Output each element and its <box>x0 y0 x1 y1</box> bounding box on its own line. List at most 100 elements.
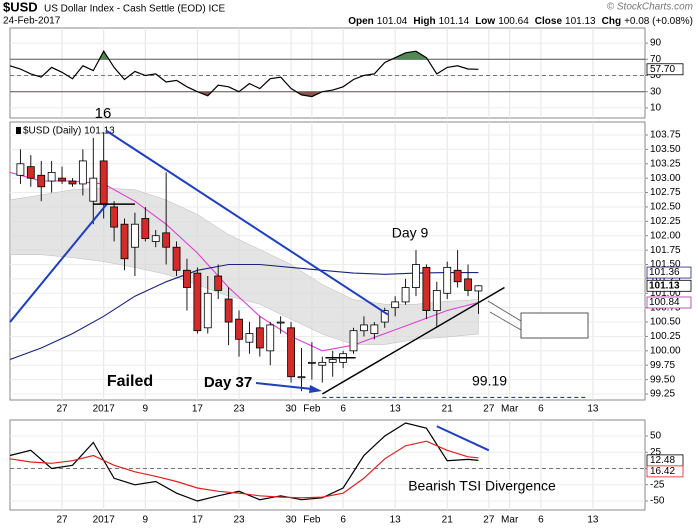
candle-body <box>328 359 337 363</box>
y-tick-label: 102.75 <box>650 187 681 198</box>
candle-body <box>380 310 389 323</box>
quote-label: Low <box>475 16 495 27</box>
callout-box <box>520 312 589 339</box>
y-tick-label: 90 <box>650 38 662 49</box>
series-line <box>9 422 479 502</box>
annotation: 16 <box>95 105 112 122</box>
candle-body <box>193 272 202 332</box>
quote-value: 101.13 <box>565 16 596 27</box>
x-tick-label: 9 <box>143 404 149 415</box>
last-value-label: 16.42 <box>650 466 675 477</box>
pointer <box>487 300 522 322</box>
y-tick-label: 102.00 <box>650 230 681 241</box>
quote-value: 100.64 <box>498 16 529 27</box>
x-tick-label: 21 <box>442 515 454 526</box>
x-tick-label: 13 <box>587 515 599 526</box>
candle-body <box>255 327 264 349</box>
x-tick-label: Feb <box>303 404 321 415</box>
tsi-panel <box>9 419 646 511</box>
candle-body <box>266 324 275 352</box>
candle-body <box>297 376 306 379</box>
y-tick-label: 101.00 <box>650 288 681 299</box>
last-value-box <box>646 63 684 76</box>
candle-body <box>360 324 368 332</box>
candle-body <box>183 269 191 288</box>
candle-body <box>58 177 66 182</box>
legend-label: $USD (Daily) 101.13 <box>23 126 115 137</box>
quote-value: 101.14 <box>439 16 470 27</box>
x-tick-label: 6 <box>538 404 544 415</box>
annotation: Bearish TSI Divergence <box>408 478 556 494</box>
last-value-label: 12.48 <box>650 455 675 466</box>
symbol: $USD <box>3 0 38 14</box>
trend-line <box>105 129 389 316</box>
instrument-name: US Dollar Index - Cash Settle (EOD) ICE <box>44 4 225 15</box>
annotation: Day 37 <box>204 374 252 391</box>
y-tick-label: 99.25 <box>650 389 675 400</box>
pointer <box>489 311 522 331</box>
x-tick-label: 27 <box>483 404 495 415</box>
y-tick-label: 25 <box>650 447 662 458</box>
x-tick-label: Mar <box>501 515 519 526</box>
x-tick-label: 27 <box>56 515 68 526</box>
y-tick-label: 50 <box>650 70 662 81</box>
last-value-box <box>646 465 684 478</box>
quote-label: High <box>413 16 435 27</box>
y-tick-label: -50 <box>650 496 665 507</box>
series-line <box>9 50 479 98</box>
candle-body <box>224 298 233 323</box>
x-tick-label: 17 <box>192 515 204 526</box>
y-tick-label: 50 <box>650 431 662 442</box>
candle-body <box>110 206 118 228</box>
y-tick-label: 101.25 <box>650 274 681 285</box>
x-tick-label: 2017 <box>93 404 116 415</box>
candle-body <box>151 235 160 242</box>
y-tick-label: 101.75 <box>650 245 681 256</box>
candle-body <box>16 163 25 176</box>
x-tick-label: 9 <box>143 515 149 526</box>
x-tick-label: 27 <box>56 404 68 415</box>
x-tick-label: Feb <box>303 515 321 526</box>
y-tick-label: 100.50 <box>650 317 681 328</box>
price-plot <box>10 132 483 392</box>
moving-average <box>10 171 479 352</box>
candle-body <box>464 278 472 291</box>
quote: Open 101.04 High 101.14 Low 100.64 Close 101.13… <box>348 16 693 27</box>
x-tick-label: 17 <box>192 404 204 415</box>
candle-body <box>412 264 420 288</box>
price-label: 101.36 <box>649 267 680 278</box>
candle-body <box>287 327 295 378</box>
candle-body <box>474 285 483 292</box>
level-label: 99.19 <box>472 373 507 389</box>
trend-line <box>321 286 505 395</box>
candle-body <box>89 177 98 202</box>
y-tick-label: -25 <box>650 479 665 490</box>
candle-body <box>235 318 243 340</box>
candle-body <box>432 289 441 311</box>
price-panel <box>9 121 646 401</box>
candle-body <box>401 287 410 303</box>
x-tick-label: 2017 <box>93 515 116 526</box>
quote-value: +0.08 (+0.08%) <box>624 16 693 27</box>
y-tick-label: 99.50 <box>650 374 675 385</box>
legend-swatch <box>16 127 21 134</box>
price-label-box <box>646 266 692 279</box>
candle-body <box>26 166 35 179</box>
y-tick-label: 103.00 <box>650 173 681 184</box>
x-tick-label: Mar <box>501 404 519 415</box>
last-value-label: 57.70 <box>650 64 675 75</box>
x-tick-label: 21 <box>442 404 454 415</box>
y-tick-label: 102.25 <box>650 216 681 227</box>
candle-body <box>47 172 56 182</box>
x-tick-label: 13 <box>587 404 599 415</box>
price-label: 101.13 <box>649 280 680 291</box>
x-tick-label: 30 <box>286 515 298 526</box>
candle-body <box>422 266 431 311</box>
candle-body <box>453 269 462 283</box>
y-tick-label: 102.50 <box>650 202 681 213</box>
candle-body <box>391 301 400 309</box>
rsi-panel <box>9 27 646 119</box>
candle-body <box>370 324 379 334</box>
candle-body <box>203 292 212 329</box>
